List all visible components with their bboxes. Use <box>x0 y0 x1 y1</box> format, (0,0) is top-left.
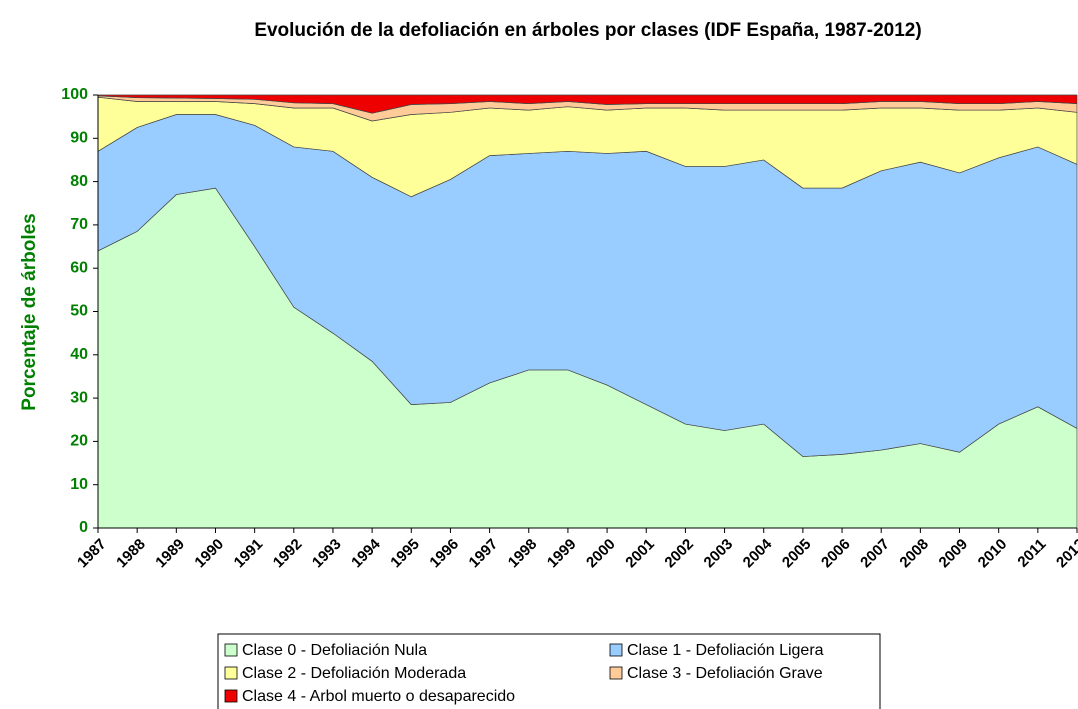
x-tick-label: 2012 <box>1053 536 1078 572</box>
x-tick-label: 1995 <box>387 536 423 572</box>
x-tick-label: 2005 <box>779 536 815 572</box>
area <box>97 94 1078 114</box>
legend-label: Clase 0 - Defoliación Nula <box>242 642 427 659</box>
x-tick-label: 2010 <box>975 536 1011 572</box>
x-tick-label: 1996 <box>426 536 462 572</box>
x-tick-label: 1994 <box>348 535 384 571</box>
legend-label: Clase 1 - Defoliación Ligera <box>627 642 824 659</box>
x-tick-label: 1987 <box>74 536 110 572</box>
chart-title: Evolución de la defoliación en árboles p… <box>254 20 921 41</box>
legend-label: Clase 3 - Defoliación Grave <box>627 665 823 682</box>
x-tick-label: 1992 <box>270 536 306 572</box>
x-tick-label: 2011 <box>1014 536 1049 571</box>
y-tick-label: 60 <box>70 259 88 276</box>
y-tick-label: 30 <box>70 389 88 406</box>
x-tick-label: 1991 <box>231 536 267 572</box>
y-tick-label: 50 <box>70 303 88 320</box>
legend-swatch <box>224 666 238 680</box>
legend <box>217 633 881 709</box>
x-tick-label: 1993 <box>309 536 345 572</box>
x-tick-label: 2006 <box>818 536 854 572</box>
y-tick-label: 100 <box>61 86 88 103</box>
legend-swatch <box>609 666 623 680</box>
y-tick-label: 0 <box>79 519 88 536</box>
y-tick-label: 40 <box>70 346 88 363</box>
x-tick-label: 2003 <box>701 536 737 572</box>
x-tick-label: 1999 <box>544 536 580 572</box>
x-tick-label: 2008 <box>896 536 932 572</box>
legend-swatch <box>224 643 238 657</box>
legend-label: Clase 4 - Arbol muerto o desaparecido <box>242 688 515 705</box>
x-tick-label: 1997 <box>466 536 502 572</box>
y-tick-label: 20 <box>70 433 88 450</box>
x-tick-label: 1988 <box>113 536 149 572</box>
x-tick-label: 2009 <box>936 536 972 572</box>
legend-label: Clase 2 - Defoliación Moderada <box>242 665 466 682</box>
y-tick-label: 90 <box>70 130 88 147</box>
y-tick-label: 10 <box>70 476 88 493</box>
x-tick-label: 2000 <box>583 536 619 572</box>
x-tick-label: 2001 <box>622 536 658 572</box>
x-tick-label: 2004 <box>740 535 776 571</box>
y-tick-label: 80 <box>70 173 88 190</box>
y-axis-label: Porcentaje de árboles <box>19 213 40 410</box>
x-tick-label: 1989 <box>152 536 188 572</box>
x-tick-label: 1998 <box>505 536 541 572</box>
legend-swatch <box>224 689 238 703</box>
y-tick-label: 70 <box>70 216 88 233</box>
x-tick-label: 2002 <box>661 536 697 572</box>
x-tick-label: 2007 <box>857 536 893 572</box>
legend-swatch <box>609 643 623 657</box>
x-tick-label: 1990 <box>191 536 227 572</box>
